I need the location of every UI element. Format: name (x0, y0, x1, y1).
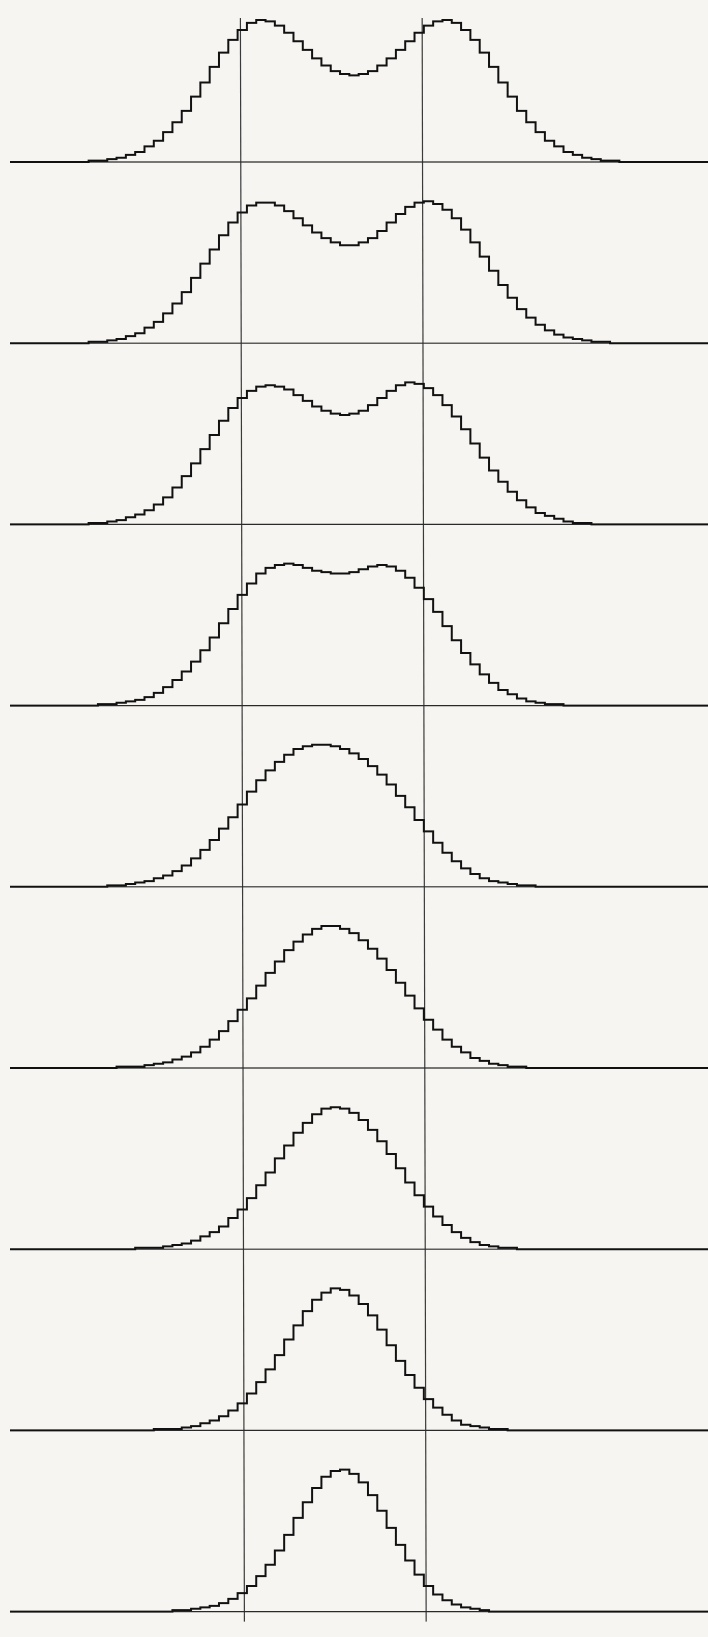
step-curve-4 (10, 562, 708, 707)
step-curve-7 (10, 1106, 708, 1251)
step-curve-8 (10, 1287, 708, 1432)
step-curve-2 (10, 200, 708, 345)
step-curve-9 (10, 1468, 708, 1613)
reference-line-1 (239, 17, 245, 1622)
step-curve-3 (10, 381, 708, 526)
step-curve-5 (10, 743, 708, 888)
step-curve-6 (10, 925, 708, 1069)
step-curve-1 (10, 19, 708, 163)
